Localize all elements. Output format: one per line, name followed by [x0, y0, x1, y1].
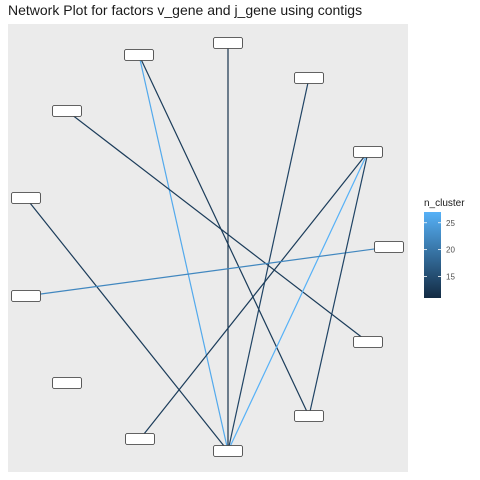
edge-n5-n12 [308, 151, 369, 417]
node-box [353, 336, 383, 348]
edge-n2-n12 [138, 54, 310, 417]
node-box [294, 72, 324, 84]
node-box [125, 433, 155, 445]
node-box [353, 146, 383, 158]
edge-n5-n10 [139, 151, 369, 440]
edge-n2-n14 [138, 54, 229, 452]
node-n9 [374, 241, 404, 253]
edge-n1-n11 [66, 110, 369, 343]
node-box [294, 410, 324, 422]
node-n7 [11, 290, 41, 302]
node-n2 [124, 49, 154, 61]
node-n3 [213, 37, 243, 49]
node-n13 [213, 445, 243, 457]
legend-tick-label: 15 [446, 273, 455, 282]
edge-n7-n9 [25, 246, 390, 297]
legend-title: n_cluster [424, 198, 465, 209]
edges [25, 43, 390, 452]
node-n12 [294, 410, 324, 422]
node-box [11, 192, 41, 204]
node-n4 [294, 72, 324, 84]
node-box [52, 377, 82, 389]
edge-n6-n14 [25, 197, 229, 452]
node-n5 [353, 146, 383, 158]
node-n6 [11, 192, 41, 204]
node-box [213, 445, 243, 457]
edge-n5-n14 [227, 151, 369, 452]
node-box [374, 241, 404, 253]
nodes [11, 37, 404, 457]
chart-title: Network Plot for factors v_gene and j_ge… [8, 2, 363, 18]
node-box [52, 105, 82, 117]
legend-tick-label: 20 [446, 246, 455, 255]
node-n1 [52, 105, 82, 117]
node-box [124, 49, 154, 61]
legend-colorbar [424, 212, 441, 298]
legend: n_cluster 15 20 25 [424, 198, 465, 298]
node-n11 [353, 336, 383, 348]
plot-panel [8, 24, 408, 472]
node-n10 [125, 433, 155, 445]
edge-n4-n14 [227, 77, 310, 452]
node-box [213, 37, 243, 49]
node-n8 [52, 377, 82, 389]
legend-tick-label: 25 [446, 219, 455, 228]
node-box [11, 290, 41, 302]
